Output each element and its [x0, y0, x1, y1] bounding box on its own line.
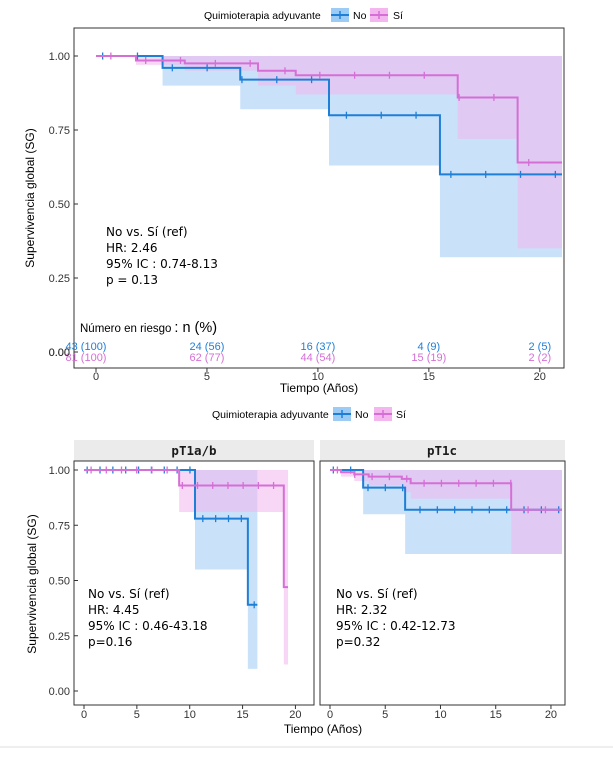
risk-table-title: Número en riesgo: n (%) [80, 320, 217, 336]
top-x-tick-label: 15 [423, 371, 435, 383]
facet-pT1ab-x-ticks: 0 5 10 15 20 [81, 705, 302, 721]
facet-pT1c-curves [330, 466, 562, 514]
pT1c-x-tick-label: 0 [327, 709, 333, 721]
pT1ab-stat-line-3: 95% IC : 0.46-43.18 [88, 619, 207, 633]
top-panel-border [73, 27, 565, 369]
top-y-tick-label: 0.25 [49, 273, 70, 285]
pT1c-stat-line-2: HR: 2.32 [336, 603, 388, 617]
pT1ab-ci-si [84, 470, 289, 665]
legend-top: Quimioterapia adyuvante No Sí [204, 8, 403, 22]
pT1ab-x-tick-label: 20 [289, 709, 301, 721]
risk-cell-si: 62 (77) [190, 352, 225, 364]
facet-pT1ab-strip [74, 440, 314, 461]
top-stat-line-4: p = 0.13 [106, 273, 158, 287]
top-x-tick-label: 0 [93, 371, 99, 383]
facet-pT1ab-y-ticks: 0.00 0.25 0.50 0.75 1.00 [49, 465, 78, 698]
top-x-tick-label: 5 [204, 371, 210, 383]
pT1ab-stat-line-4: p=0.16 [88, 635, 132, 649]
facet-pT1ab-title: pT1a/b [171, 443, 216, 458]
risk-table: Número en riesgo: n (%) 43 (100) 24 (56) 1… [49, 320, 552, 364]
top-y-tick-label-zero: 0.00 [49, 347, 70, 359]
pT1ab-y-tick-label: 0.00 [49, 686, 70, 698]
pT1ab-x-tick-label: 5 [134, 709, 140, 721]
facet-pT1ab-border [73, 460, 315, 706]
top-stat-line-2: HR: 2.46 [106, 241, 158, 255]
top-ci-no [96, 56, 562, 258]
risk-cell-si: 15 (19) [411, 352, 446, 364]
pT1c-x-tick-label: 5 [382, 709, 388, 721]
legend-bottom-si-label: Sí [396, 409, 406, 421]
bottom-x-axis-title: Tiempo (Años) [284, 722, 362, 736]
pT1c-curve-no [330, 469, 562, 511]
facet-pT1c: pT1c 0 5 10 15 20 No vs. Sí (ref) HR: 2.32 9… [319, 440, 566, 721]
risk-cell-no: 16 (37) [300, 341, 335, 353]
risk-cell-si: 2 (2) [528, 352, 551, 364]
legend-bottom-title: Quimioterapia adyuvante [212, 409, 329, 421]
top-stats-annotation: No vs. Sí (ref) HR: 2.46 95% IC : 0.74-8… [106, 225, 218, 287]
pT1c-x-tick-label: 10 [434, 709, 446, 721]
facet-pT1c-strip [320, 440, 565, 461]
pT1ab-x-tick-label: 0 [81, 709, 87, 721]
pT1ab-curve-si [84, 469, 289, 589]
legend-bottom: Quimioterapia adyuvante No Sí [212, 407, 406, 421]
top-curve-si [96, 55, 562, 164]
facet-pT1c-title: pT1c [427, 443, 457, 458]
risk-cell-si: 44 (54) [300, 352, 335, 364]
pT1c-stat-line-1: No vs. Sí (ref) [336, 587, 418, 601]
pT1ab-stat-line-1: No vs. Sí (ref) [88, 587, 170, 601]
pT1c-curve-si [330, 469, 562, 511]
pT1c-x-tick-label: 15 [490, 709, 502, 721]
risk-cell-no: 4 (9) [418, 341, 441, 353]
pT1ab-x-tick-label: 15 [236, 709, 248, 721]
facet-pT1ab-stats: No vs. Sí (ref) HR: 4.45 95% IC : 0.46-4… [88, 587, 207, 649]
bottom-y-axis-title: Supervivencia global (SG) [25, 514, 39, 653]
facet-pT1c-ci [330, 470, 562, 554]
top-panel: 0.00 0.25 0.50 0.75 1.00 0 5 10 15 20 Superviven… [23, 27, 565, 395]
facet-pT1c-x-ticks: 0 5 10 15 20 [327, 705, 557, 721]
top-y-ticks: 0.00 0.25 0.50 0.75 1.00 [49, 51, 78, 359]
facet-pT1c-stats: No vs. Sí (ref) HR: 2.32 95% IC : 0.42-1… [336, 587, 455, 649]
pT1ab-y-tick-label: 0.50 [49, 576, 70, 588]
facet-pT1ab-curves [84, 466, 289, 609]
top-x-axis-title: Tiempo (Años) [280, 381, 358, 395]
legend-si-label: Sí [393, 10, 403, 22]
pT1c-stat-line-3: 95% IC : 0.42-12.73 [336, 619, 455, 633]
pT1ab-y-tick-label: 1.00 [49, 465, 70, 477]
legend-no-label: No [353, 10, 367, 22]
pT1ab-x-tick-label: 10 [184, 709, 196, 721]
facet-pT1c-border [319, 460, 566, 706]
top-y-axis-title: Supervivencia global (SG) [23, 128, 37, 267]
legend-title: Quimioterapia adyuvante [204, 10, 321, 22]
pT1c-stat-line-4: p=0.32 [336, 635, 380, 649]
risk-cell-no: 2 (5) [528, 341, 551, 353]
top-curves [96, 52, 562, 178]
pT1ab-ci-no [84, 470, 258, 669]
top-y-tick-label: 0.50 [49, 199, 70, 211]
pT1c-ci-si [330, 470, 562, 554]
top-x-ticks: 0 5 10 15 20 [93, 368, 546, 383]
risk-cell-no: 24 (56) [190, 341, 225, 353]
top-stat-line-1: No vs. Sí (ref) [106, 225, 188, 239]
facet-pT1ab: pT1a/b 0.00 0.25 0.50 0.75 1.00 0 5 10 15 20 No … [49, 440, 315, 721]
top-x-tick-label: 10 [312, 371, 324, 383]
top-y-tick-label: 0.75 [49, 125, 70, 137]
top-curve-no [96, 55, 562, 176]
top-x-tick-label: 20 [534, 371, 546, 383]
pT1ab-y-tick-label: 0.25 [49, 631, 70, 643]
facet-pT1ab-ci [84, 470, 289, 669]
risk-table-rows: 43 (100) 24 (56) 16 (37) 4 (9) 2 (5) 81 (100)… [49, 341, 552, 364]
pT1c-x-tick-label: 20 [545, 709, 557, 721]
risk-cell-si: 81 (100) [66, 352, 107, 364]
legend-bottom-no-label: No [355, 409, 369, 421]
risk-cell-no: 43 (100) [66, 341, 107, 353]
pT1ab-y-tick-label: 0.75 [49, 520, 70, 532]
top-y-tick-label: 0.00 [49, 347, 70, 359]
top-stat-line-3: 95% IC : 0.74-8.13 [106, 257, 218, 271]
pT1ab-stat-line-2: HR: 4.45 [88, 603, 140, 617]
top-y-tick-label: 1.00 [49, 51, 70, 63]
